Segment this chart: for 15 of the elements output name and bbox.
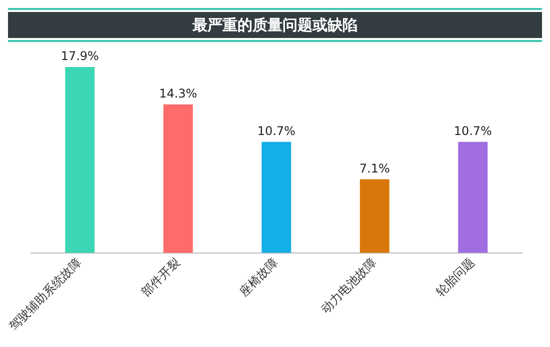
data-label: 14.3% [159, 86, 198, 101]
data-label: 10.7% [454, 124, 492, 138]
x-tick-label: 部件开裂 [138, 255, 182, 300]
bar [65, 67, 95, 253]
chart-title: 最严重的质量问题或缺陷 [8, 12, 542, 38]
bar [458, 142, 488, 253]
data-label: 7.1% [359, 161, 390, 176]
data-label: 10.7% [257, 124, 296, 138]
x-tick-label: 动力电池故障 [318, 255, 379, 316]
bar [262, 142, 292, 253]
x-tick-label: 轮胎问题 [433, 255, 478, 300]
x-tick-label: 座椅故障 [236, 255, 281, 300]
bar [360, 179, 390, 253]
bar [163, 104, 193, 253]
data-label: 17.9% [60, 49, 99, 64]
